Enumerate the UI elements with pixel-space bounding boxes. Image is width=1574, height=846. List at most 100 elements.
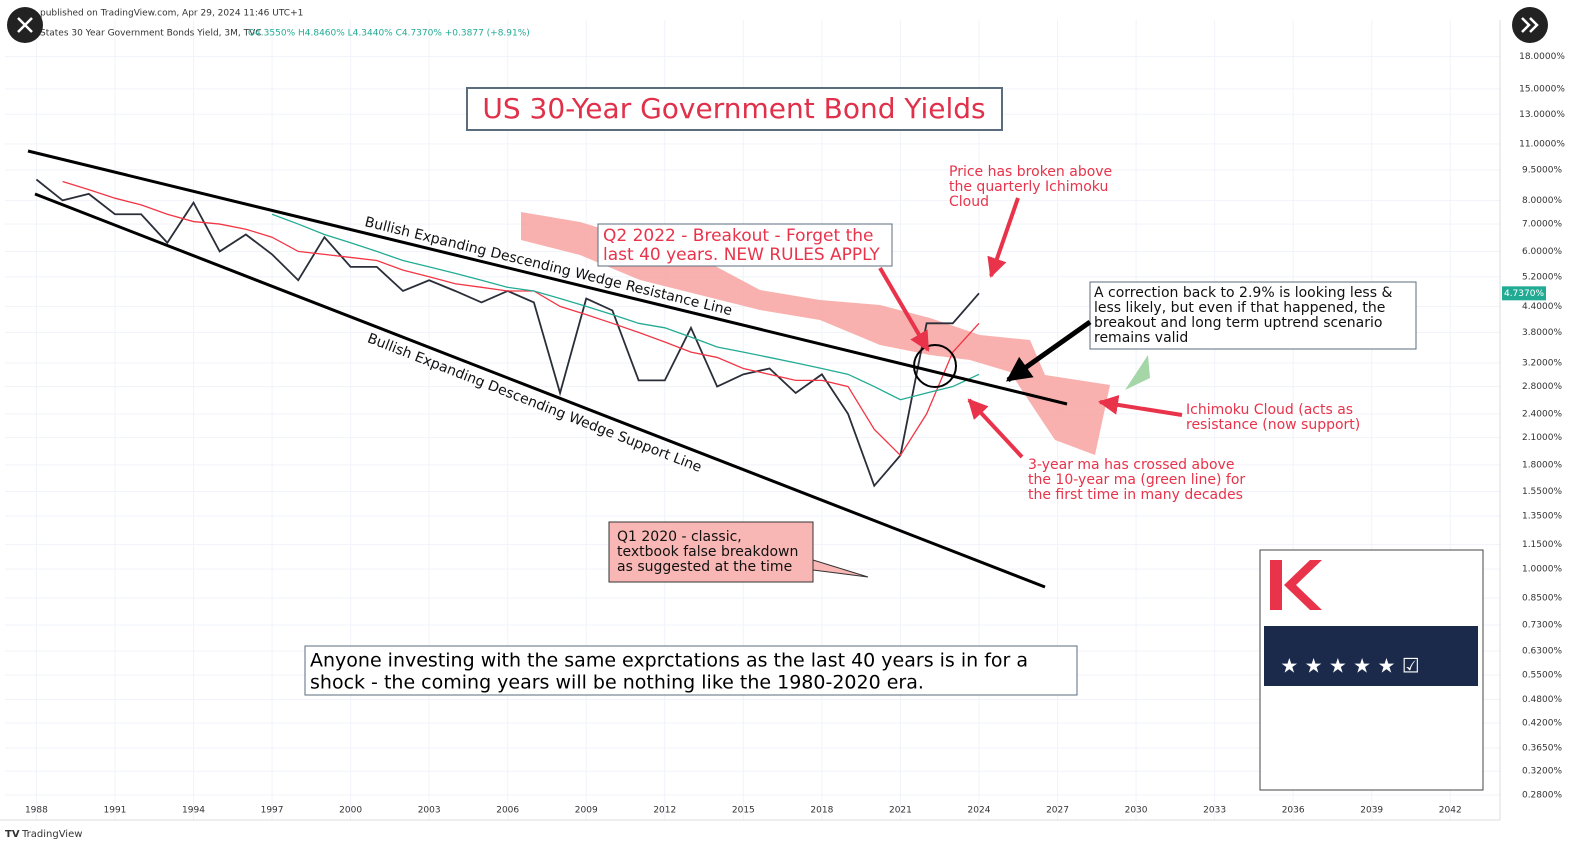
- symbol: States 30 Year Government Bonds Yield, 3…: [40, 29, 262, 39]
- expand-icon: [1521, 17, 1539, 33]
- chart-title: US 30-Year Government Bond Yields: [482, 92, 985, 125]
- ohlc: O4.3550% H4.8460% L4.3440% C4.7370% +0.3…: [248, 29, 530, 39]
- kinesis-logo: [1270, 560, 1322, 610]
- callout-box: [608, 521, 869, 583]
- y-tick-label: 0.7300%: [1522, 620, 1562, 630]
- x-tick-label: 2003: [418, 806, 441, 816]
- published: published on TradingView.com, Apr 29, 20…: [40, 9, 303, 19]
- price-break-note: Price has broken above the quarterly Ich…: [949, 164, 1112, 210]
- annotation-line: 3-year ma has crossed above: [1028, 457, 1234, 473]
- y-tick-label: 0.4200%: [1522, 718, 1562, 728]
- y-tick-label: 15.0000%: [1519, 84, 1565, 94]
- y-tick-label: 1.0000%: [1522, 565, 1562, 575]
- y-tick-label: 4.4000%: [1522, 302, 1562, 312]
- nsbc-banner: [1264, 626, 1478, 686]
- annotation-line: the 10-year ma (green line) for: [1028, 472, 1245, 488]
- y-tick-label: 1.1500%: [1522, 540, 1562, 550]
- series-line: [271, 213, 980, 401]
- x-tick-label: 1994: [182, 806, 205, 816]
- annotation-line: Price has broken above: [949, 164, 1112, 180]
- annotation-line: resistance (now support): [1186, 417, 1360, 433]
- annotation-line: Anyone investing with the same exprctati…: [310, 650, 1028, 672]
- x-tick-label: 2021: [889, 806, 912, 816]
- x-tick-label: 2042: [1439, 806, 1462, 816]
- series-line: [62, 180, 980, 457]
- x-tick-label: 1997: [261, 806, 284, 816]
- x-tick-label: 2015: [732, 806, 755, 816]
- x-tick-label: 2036: [1282, 806, 1305, 816]
- resistance-line: [27, 149, 1068, 406]
- y-tick-label: 8.0000%: [1522, 196, 1562, 206]
- annotation-line: shock - the coming years will be nothing…: [310, 672, 924, 694]
- x-tick-label: 2012: [653, 806, 676, 816]
- y-tick-label: 0.3200%: [1522, 767, 1562, 777]
- logo-mark: TV: [5, 829, 20, 840]
- annotation-line: Q2 2022 - Breakout - Forget the: [603, 226, 873, 246]
- y-tick-label: 0.2800%: [1522, 790, 1562, 800]
- logo: TradingView: [21, 829, 82, 840]
- y-tick-label: 2.1000%: [1522, 433, 1562, 443]
- breakout-circle: [913, 344, 957, 388]
- x-tick-label: 2006: [496, 806, 519, 816]
- y-tick-label: 1.3500%: [1522, 511, 1562, 521]
- arrow: [1098, 394, 1183, 417]
- x-tick-label: 2027: [1046, 806, 1069, 816]
- annotation-line: breakout and long term uptrend scenario: [1094, 315, 1382, 331]
- y-tick-label: 11.0000%: [1519, 139, 1565, 149]
- annotation-line: Q1 2020 - classic,: [617, 529, 742, 545]
- x-tick-label: 2018: [810, 806, 833, 816]
- annotation-box: [597, 223, 893, 267]
- arrow: [967, 398, 1024, 459]
- y-tick-label: 1.5500%: [1522, 487, 1562, 497]
- arrow: [878, 266, 930, 352]
- sponsor-box: ★ ★ ★ ★ ★ ☑: [1259, 549, 1484, 791]
- stars: ★ ★ ★ ★ ★ ☑: [1280, 654, 1419, 678]
- y-tick-label: 3.2000%: [1522, 358, 1562, 368]
- annotation-line: last 40 years. NEW RULES APPLY: [603, 245, 880, 265]
- x-tick-label: 2033: [1203, 806, 1226, 816]
- last-price-box: [1502, 286, 1546, 301]
- annotation-line: less likely, but even if that happened, …: [1094, 300, 1385, 316]
- annotation-line: Ichimoku Cloud (acts as: [1186, 402, 1353, 418]
- ichimoku-cloud: [521, 212, 1110, 455]
- y-tick-label: 0.6300%: [1522, 647, 1562, 657]
- annotation-line: as suggested at the time: [617, 559, 792, 575]
- y-tick-label: 0.3650%: [1522, 743, 1562, 753]
- annotation-line: the first time in many decades: [1028, 487, 1243, 503]
- x-tick-label: 2009: [575, 806, 598, 816]
- y-tick-label: 2.8000%: [1522, 382, 1562, 392]
- x-tick-label: 2024: [968, 806, 991, 816]
- price-axis: [1500, 20, 1574, 820]
- y-tick-label: 13.0000%: [1519, 110, 1565, 120]
- y-tick-label: 0.8500%: [1522, 593, 1562, 603]
- ichimoku-cloud-future: [1125, 355, 1150, 390]
- y-tick-label: 7.0000%: [1522, 220, 1562, 230]
- arrow: [987, 197, 1020, 278]
- x-tick-label: 2000: [339, 806, 362, 816]
- annotation-line: the quarterly Ichimoku: [949, 179, 1108, 195]
- annotation-box: [304, 645, 1078, 696]
- y-tick-label: 0.4800%: [1522, 695, 1562, 705]
- y-tick-label: 2.4000%: [1522, 409, 1562, 419]
- y-tick-label: 6.0000%: [1522, 247, 1562, 257]
- arrow: [1005, 319, 1092, 383]
- x-tick-label: 2030: [1125, 806, 1148, 816]
- x-tick-label: 1988: [25, 806, 48, 816]
- last-price-label: 4.7370%: [1504, 289, 1544, 299]
- support-line: [34, 192, 1046, 589]
- x-tick-label: 1991: [104, 806, 127, 816]
- annotation-line: remains valid: [1094, 330, 1188, 346]
- title-box: [466, 87, 1003, 131]
- y-tick-label: 18.0000%: [1519, 52, 1565, 62]
- x-tick-label: 2039: [1360, 806, 1383, 816]
- annotation-box: [1089, 281, 1417, 350]
- close-icon: [17, 17, 33, 33]
- y-tick-label: 1.8000%: [1522, 460, 1562, 470]
- y-tick-label: 5.2000%: [1522, 272, 1562, 282]
- annotation-line: textbook false breakdown: [617, 544, 798, 560]
- y-tick-label: 0.5500%: [1522, 671, 1562, 681]
- y-tick-label: 9.5000%: [1522, 165, 1562, 175]
- annotation-line: A correction back to 2.9% is looking les…: [1094, 285, 1392, 301]
- y-tick-label: 3.8000%: [1522, 328, 1562, 338]
